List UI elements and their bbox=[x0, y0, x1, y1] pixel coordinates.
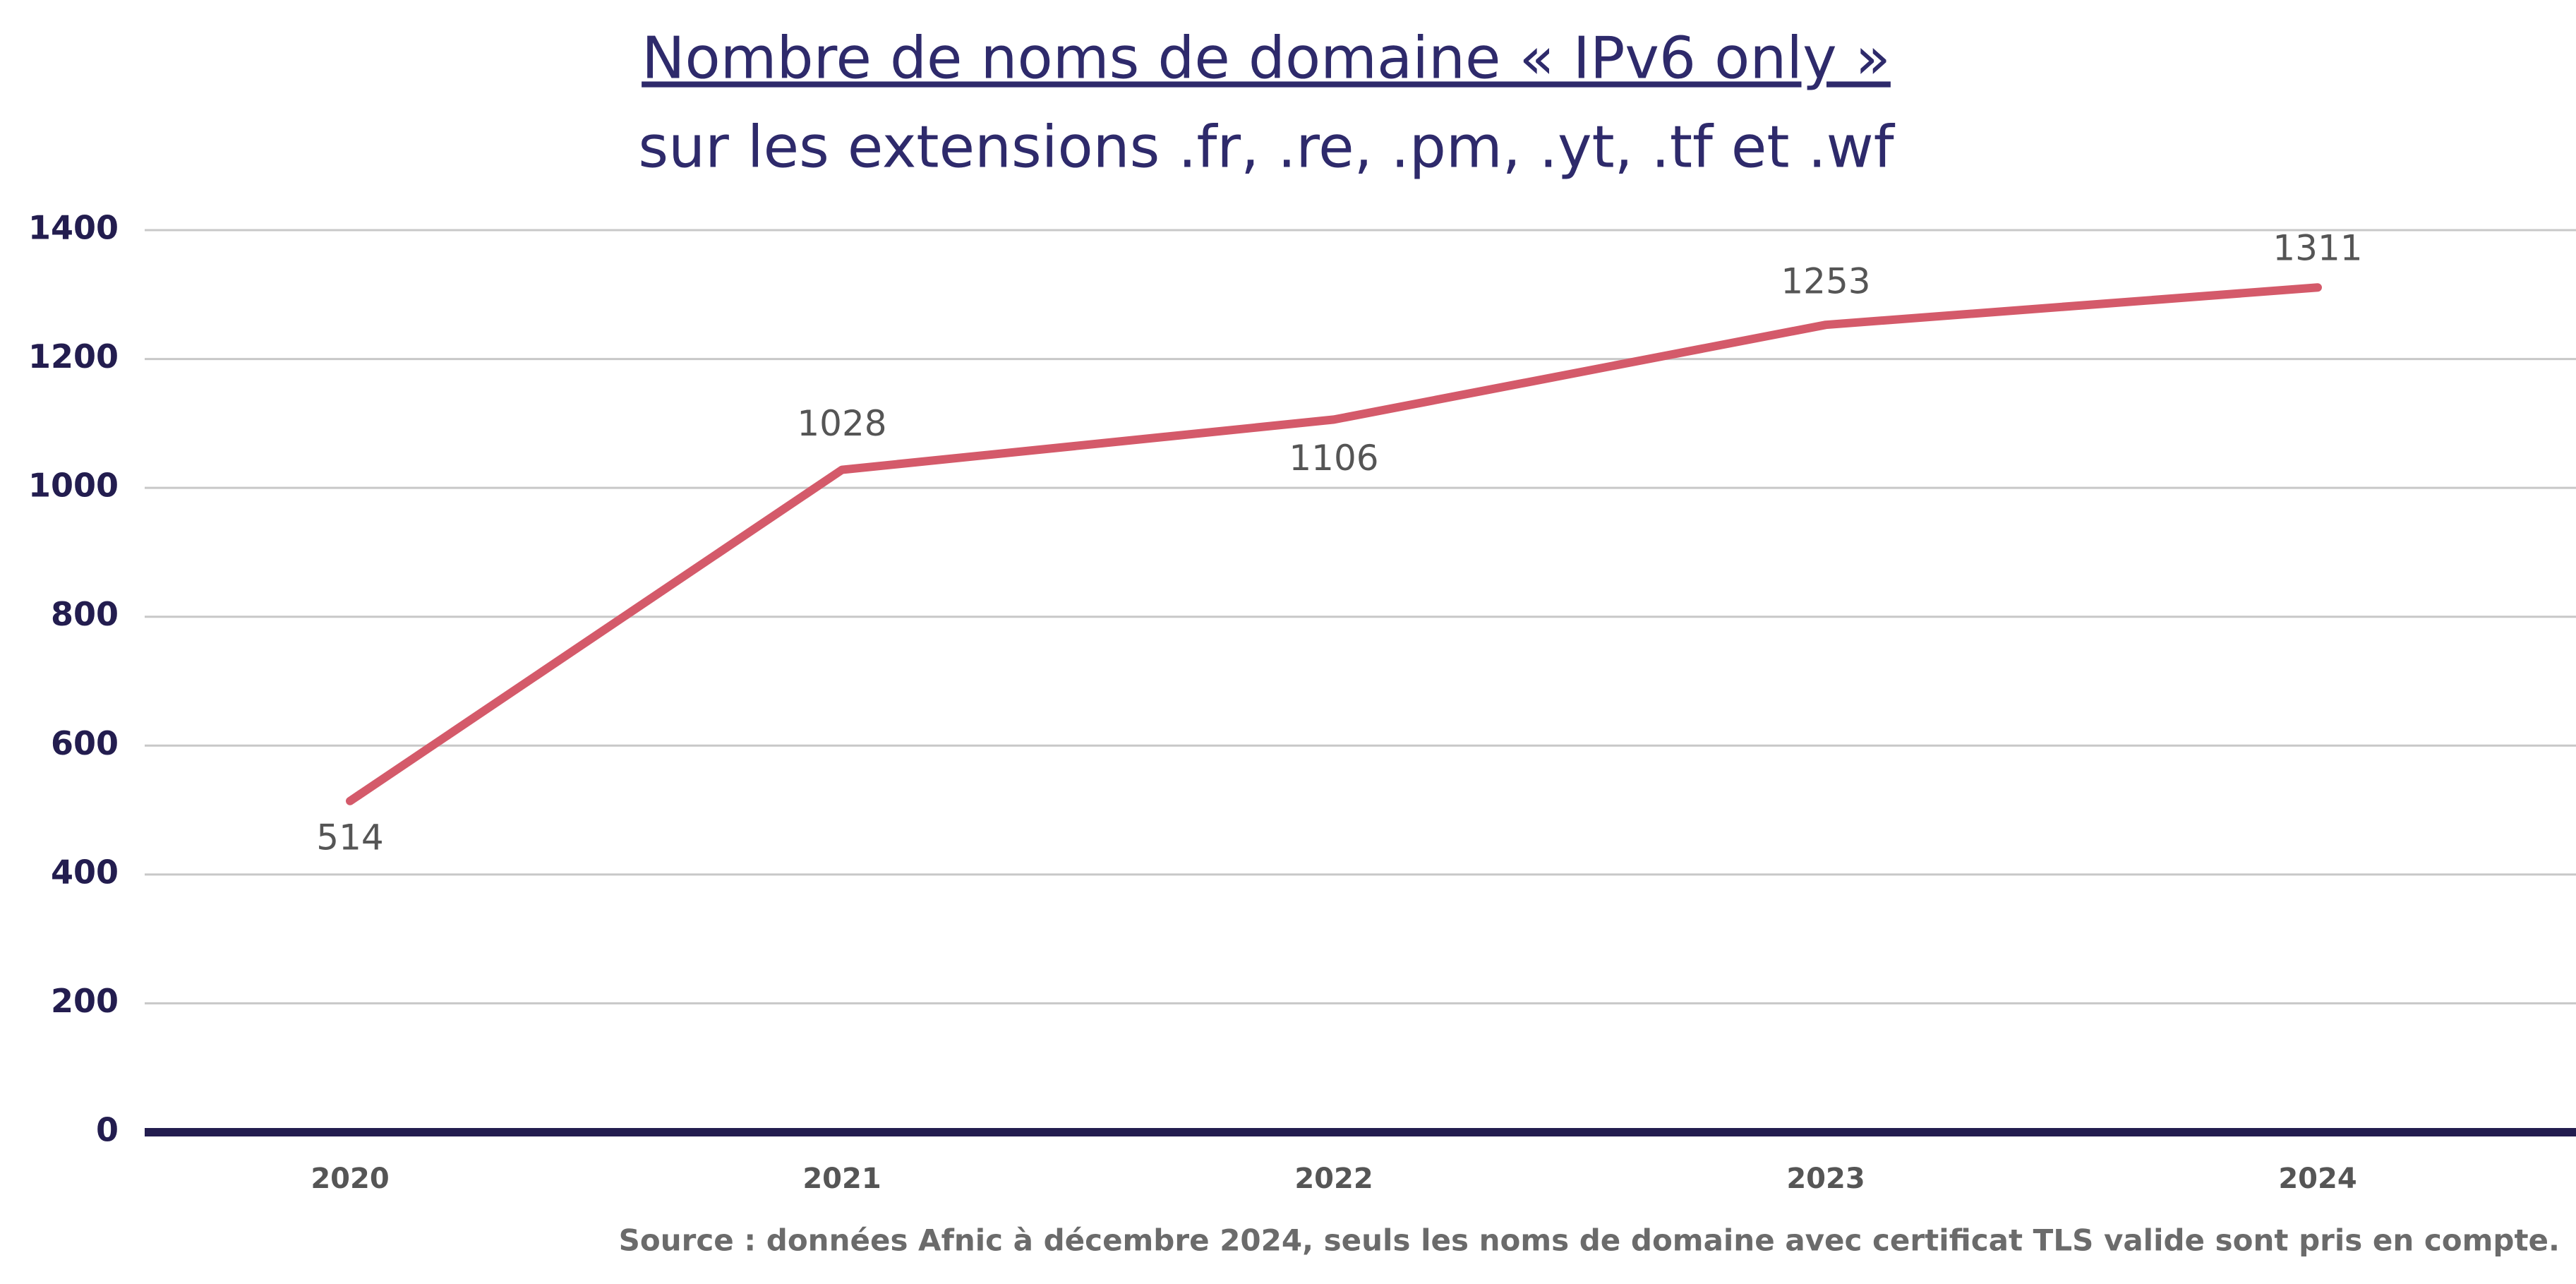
y-tick-label: 800 bbox=[51, 595, 119, 633]
data-label: 514 bbox=[316, 817, 383, 858]
data-label: 1106 bbox=[1289, 438, 1378, 479]
data-label: 1028 bbox=[797, 403, 886, 444]
x-tick-label: 2021 bbox=[802, 1163, 881, 1195]
chart-title: Nombre de noms de domaine « IPv6 only » bbox=[642, 25, 1891, 92]
x-tick-label: 2024 bbox=[2278, 1163, 2357, 1195]
y-tick-label: 0 bbox=[96, 1111, 119, 1149]
x-tick-label: 2022 bbox=[1294, 1163, 1373, 1195]
x-tick-label: 2023 bbox=[1786, 1163, 1865, 1195]
y-tick-label: 1000 bbox=[28, 467, 119, 505]
source-note: Source : données Afnic à décembre 2024, … bbox=[619, 1223, 2560, 1258]
chart-subtitle: sur les extensions .fr, .re, .pm, .yt, .… bbox=[638, 114, 1895, 181]
y-tick-label: 1400 bbox=[28, 209, 119, 247]
data-label: 1253 bbox=[1781, 261, 1870, 302]
y-tick-label: 1200 bbox=[28, 337, 119, 376]
y-tick-label: 400 bbox=[51, 853, 119, 891]
x-tick-label: 2020 bbox=[311, 1163, 389, 1195]
y-tick-label: 600 bbox=[51, 724, 119, 762]
data-line bbox=[346, 283, 2322, 805]
data-label: 1311 bbox=[2273, 228, 2362, 269]
y-tick-label: 200 bbox=[51, 982, 119, 1020]
